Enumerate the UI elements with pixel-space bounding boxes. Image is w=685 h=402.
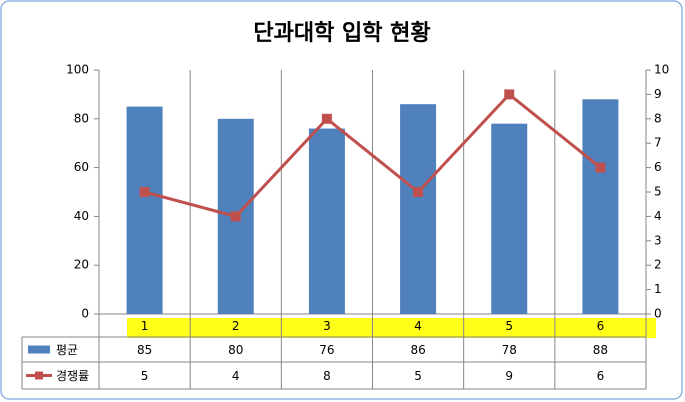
x-tick-label: 6 [597,319,605,333]
legend-label: 평균 [56,343,78,357]
y2-tick-label: 6 [654,160,662,174]
table-value: 8 [323,369,331,383]
chart-title: 단과대학 입학 현황 [253,21,430,46]
y-tick-label: 40 [74,209,89,223]
bar [491,123,528,315]
y2-tick-label: 10 [654,63,669,77]
y-tick-label: 100 [66,63,89,77]
y2-tick-label: 9 [654,87,662,101]
legend-swatch [28,345,50,354]
y2-tick-label: 2 [654,258,662,272]
highlight [127,318,656,338]
table-value: 9 [505,369,513,383]
x-tick-label: 3 [323,319,331,333]
point [139,187,150,197]
bar [308,128,345,314]
table-value: 78 [502,343,517,357]
y-tick-label: 20 [74,258,89,272]
bar [126,106,163,314]
point [504,89,515,100]
table-value: 4 [232,369,240,383]
y2-tick-label: 4 [654,209,662,223]
table-value: 80 [228,343,243,357]
line [144,92,602,219]
point [230,211,241,222]
point [595,162,606,173]
table-value: 76 [319,343,334,357]
y-tick-label: 80 [74,111,89,125]
y2-tick-label: 5 [654,185,662,199]
y2-tick-label: 1 [654,282,662,296]
legend-swatch [35,371,43,380]
table-value: 88 [593,343,608,357]
bar [582,99,619,314]
table-value: 6 [597,369,605,383]
table-value: 5 [141,369,149,383]
point [413,187,424,197]
y2-tick-label: 7 [654,136,662,150]
y-tick-label: 0 [81,307,89,321]
y2-tick-label: 0 [654,307,662,321]
y-tick-label: 60 [74,160,89,174]
x-tick-label: 1 [141,319,149,333]
x-tick-label: 4 [414,319,422,333]
legend-label: 경쟁률 [56,369,89,383]
y2-tick-label: 8 [654,111,662,125]
point [321,113,332,124]
table-value: 86 [410,343,425,357]
table-value: 5 [414,369,422,383]
bar [400,104,437,314]
x-tick-label: 2 [232,319,240,333]
y2-tick-label: 3 [654,233,662,247]
table-value: 85 [137,343,152,357]
x-tick-label: 5 [505,319,513,333]
